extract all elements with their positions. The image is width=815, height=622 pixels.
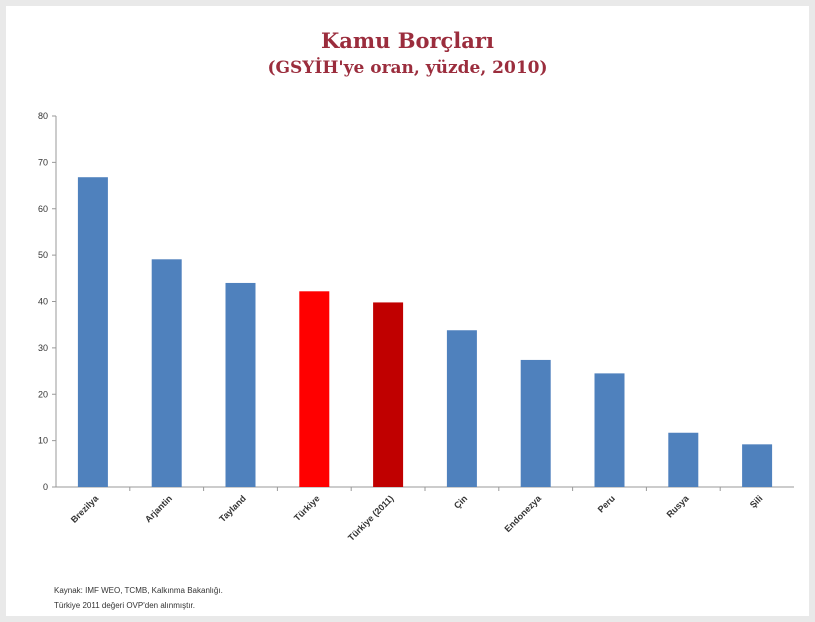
x-tick-label: Endonezya: [502, 493, 543, 534]
y-tick-label: 0: [43, 482, 48, 492]
bar: [225, 282, 256, 487]
bar-chart: 0 10 20 30 40 50 60 70 80 Brezilya Arjantin Taylan…: [38, 111, 794, 543]
x-axis: [56, 486, 794, 491]
bar: [373, 302, 404, 487]
bar: [742, 444, 773, 487]
bar: [668, 432, 699, 487]
bars: [77, 177, 773, 487]
chart-subtitle: (GSYİH'ye oran, yüzde, 2010): [267, 58, 548, 78]
y-tick-label: 10: [38, 436, 48, 446]
x-tick-label: Rusya: [665, 493, 692, 520]
source-note: Kaynak: IMF WEO, TCMB, Kalkınma Bakanlığ…: [54, 586, 223, 595]
x-tick-label: Türkiye (2011): [346, 493, 396, 543]
bar: [446, 330, 477, 487]
x-tick-label: Tayland: [217, 493, 248, 524]
y-axis: 0 10 20 30 40 50 60 70 80: [38, 111, 57, 492]
chart-title: Kamu Borçları: [321, 28, 494, 53]
y-tick-label: 40: [38, 297, 48, 307]
category-labels: Brezilya Arjantin Tayland Türkiye Türkiye (2…: [69, 493, 765, 543]
bar: [520, 359, 551, 487]
bar: [151, 259, 182, 487]
y-tick-label: 30: [38, 343, 48, 353]
y-tick-label: 70: [38, 157, 48, 167]
bar: [77, 177, 108, 487]
source-note-2: Türkiye 2011 değeri OVP'den alınmıştır.: [54, 601, 196, 610]
x-tick-label: Arjantin: [143, 493, 174, 524]
y-tick-label: 80: [38, 111, 48, 121]
y-tick-label: 50: [38, 250, 48, 260]
y-tick-label: 60: [38, 204, 48, 214]
x-tick-label: Brezilya: [69, 493, 101, 525]
bar: [299, 291, 330, 487]
bar: [594, 373, 625, 487]
x-tick-label: Çin: [452, 493, 469, 510]
slide: Kamu Borçları (GSYİH'ye oran, yüzde, 201…: [6, 6, 809, 616]
y-tick-label: 20: [38, 389, 48, 399]
x-tick-label: Şili: [748, 493, 765, 510]
x-tick-label: Peru: [596, 493, 617, 514]
x-tick-label: Türkiye: [292, 493, 322, 523]
